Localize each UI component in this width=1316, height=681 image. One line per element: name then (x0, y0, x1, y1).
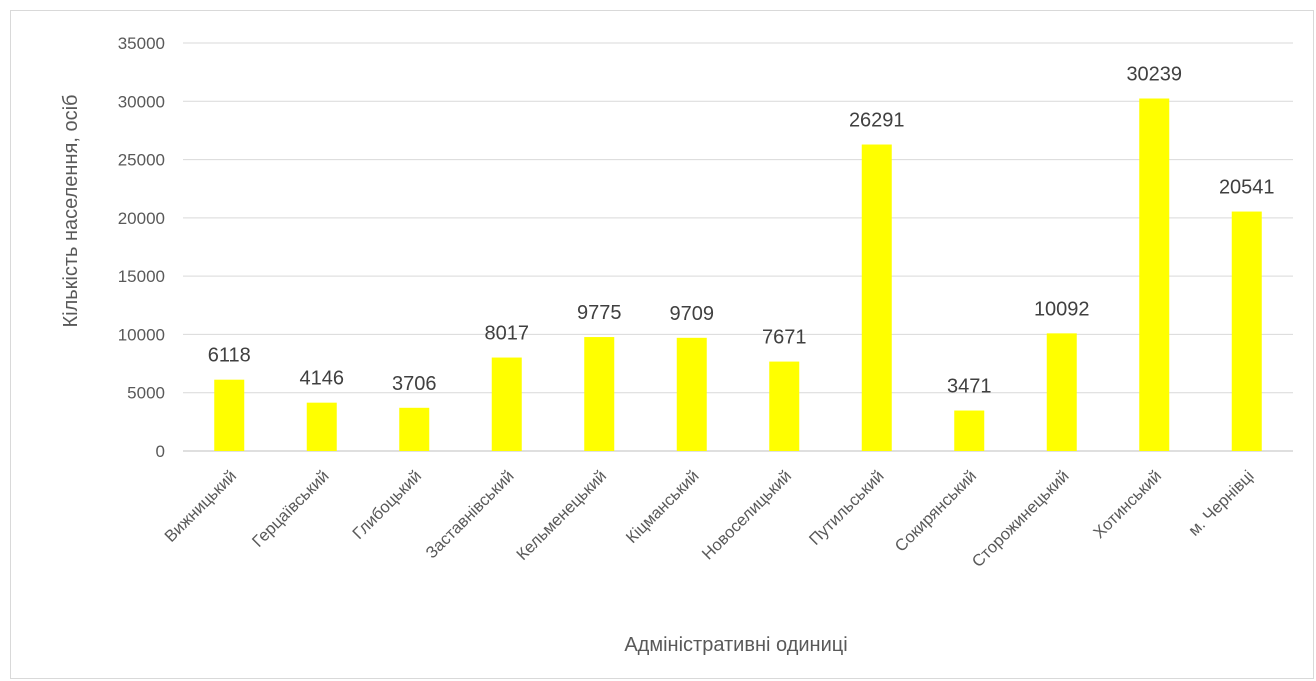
x-tick-label: Вижницький (161, 467, 240, 546)
y-tick-label: 5000 (127, 384, 165, 403)
x-tick-label: м. Чернівці (1185, 467, 1258, 540)
y-tick-label: 30000 (118, 92, 165, 111)
data-label: 4146 (300, 368, 345, 390)
x-tick-label: Сокирянський (892, 467, 980, 555)
y-tick-label: 15000 (118, 267, 165, 286)
data-label: 20541 (1219, 177, 1275, 199)
data-label: 9709 (670, 303, 715, 325)
bar (676, 337, 707, 451)
bar (1046, 333, 1077, 451)
x-tick-label: Заставнівський (422, 467, 517, 562)
bar (769, 361, 800, 451)
bar-chart: 0 5000 10000 15000 20000 25000 30000 35000 6118… (60, 34, 1293, 656)
x-tick-label: Герцаївський (249, 467, 333, 551)
y-tick-label: 35000 (118, 34, 165, 53)
bar (1231, 211, 1262, 451)
bars (214, 98, 1262, 451)
x-tick-label: Сторожинецький (969, 467, 1073, 571)
data-label: 3471 (947, 376, 992, 398)
chart-frame: 0 5000 10000 15000 20000 25000 30000 35000 6118… (10, 10, 1314, 679)
x-tick-label: Новоселицький (699, 467, 795, 563)
y-axis-title: Кількість населення, осіб (60, 95, 82, 328)
bar (491, 357, 522, 451)
data-label: 6118 (208, 345, 251, 367)
y-tick-label: 0 (156, 442, 165, 461)
x-tick-label: Кіцманський (623, 467, 703, 547)
x-tick-label: Глибоцький (349, 467, 425, 543)
x-tick-label: Кельменецький (513, 467, 610, 564)
bar (1139, 98, 1170, 451)
gridlines (183, 42, 1293, 452)
bar (954, 410, 985, 451)
x-tick-label: Путильський (806, 467, 888, 549)
bar (399, 407, 430, 451)
data-label: 8017 (485, 323, 530, 345)
bar (861, 144, 892, 451)
data-label: 9775 (577, 302, 622, 324)
bar (306, 402, 337, 451)
data-label: 3706 (392, 373, 437, 395)
data-label: 26291 (849, 110, 905, 132)
y-tick-label: 10000 (118, 325, 165, 344)
data-label: 7671 (762, 327, 807, 349)
y-tick-label: 25000 (118, 151, 165, 170)
bar (584, 337, 615, 451)
x-axis-ticks: Вижницький Герцаївський ГлибоцькийЗаставні… (161, 467, 1257, 571)
data-labels: 6118 4146 3706 8017 9775 9709 7671 26291 3471 100… (208, 63, 1275, 397)
y-axis-ticks: 0 5000 10000 15000 20000 25000 30000 35000 (118, 34, 165, 461)
y-tick-label: 20000 (118, 209, 165, 228)
data-label: 10092 (1034, 298, 1090, 320)
data-label: 30239 (1126, 63, 1182, 85)
bar (214, 379, 245, 451)
x-axis-title: Адміністративні одиниці (624, 634, 847, 656)
x-tick-label: Хотинський (1090, 467, 1165, 542)
